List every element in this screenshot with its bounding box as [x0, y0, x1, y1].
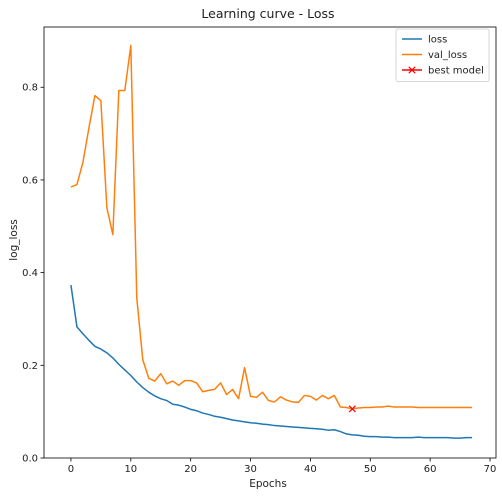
x-tick-label: 60 — [424, 464, 437, 475]
series-line-val-loss — [70, 44, 473, 410]
best-model-marker — [348, 405, 356, 413]
plot-area — [43, 26, 497, 459]
y-tick-label: 0.2 — [22, 361, 38, 372]
x-tick-label: 30 — [244, 464, 257, 475]
legend-label: val_loss — [428, 50, 467, 61]
x-axis: 0 10 20 30 40 50 60 70 — [68, 458, 497, 475]
y-tick-label: 0.0 — [22, 454, 38, 465]
y-tick-label: 0.6 — [22, 175, 38, 186]
y-axis: 0.0 0.2 0.4 0.6 0.8 — [22, 83, 44, 465]
series-line-loss — [70, 285, 473, 439]
legend-label: loss — [428, 35, 447, 46]
legend-label: best model — [428, 66, 484, 77]
y-tick-label: 0.4 — [22, 268, 38, 279]
series-layer — [70, 44, 473, 439]
x-tick-label: 0 — [68, 464, 74, 475]
x-tick-label: 50 — [364, 464, 377, 475]
x-tick-label: 10 — [124, 464, 137, 475]
chart-title: Learning curve - Loss — [201, 6, 334, 21]
legend-marker — [408, 66, 416, 74]
x-tick-label: 20 — [184, 464, 197, 475]
axes-frame — [43, 26, 497, 459]
y-tick-label: 0.8 — [22, 83, 38, 94]
y-axis-title: log_loss — [8, 219, 20, 261]
x-axis-title: Epochs — [249, 478, 287, 490]
x-tick-label: 40 — [304, 464, 317, 475]
legend-box — [395, 28, 490, 82]
x-tick-label: 70 — [484, 464, 497, 475]
